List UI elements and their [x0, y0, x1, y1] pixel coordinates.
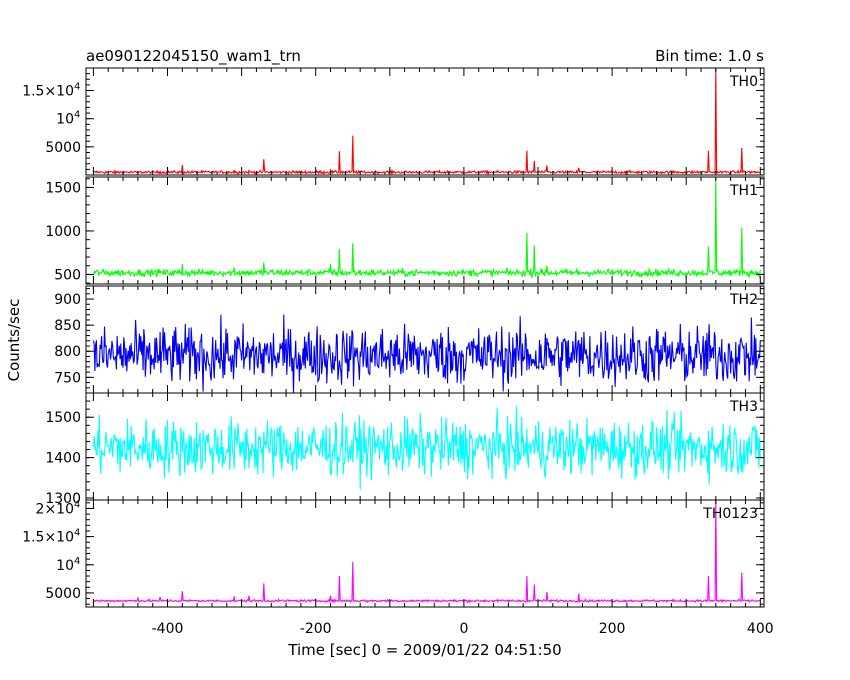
panel-label-th3: TH3: [729, 399, 758, 415]
y-tick-label: 850: [54, 318, 81, 334]
y-tick-label: 1300: [45, 491, 81, 507]
y-tick-label: 2×10: [36, 501, 74, 517]
y-tick-label: 1500: [45, 410, 81, 426]
bin-time-label: Bin time: 1.0 s: [655, 47, 764, 65]
x-tick-label: -400: [152, 621, 184, 637]
x-tick-label: 0: [459, 621, 468, 637]
panel-frame: [85, 67, 765, 176]
y-axis-label: Counts/sec: [5, 299, 23, 382]
series-line-th0123: [93, 500, 761, 604]
panel-frame: [85, 176, 765, 285]
series-line-th2: [92, 314, 761, 393]
x-axis: -400 -200 0 200 400: [152, 621, 774, 637]
x-tick-label: -200: [300, 621, 332, 637]
y-tick-label-exponent: 4: [74, 556, 80, 567]
series-line-th0: [93, 68, 761, 175]
y-tick-label: 1400: [45, 451, 81, 467]
y-tick-label: 1500: [45, 180, 81, 196]
y-tick-label: 1.5×10: [22, 530, 74, 546]
x-tick-label: 400: [747, 621, 774, 637]
y-tick-label: 10: [56, 112, 74, 128]
panel-label-th0: TH0: [729, 74, 758, 90]
panel-label-th2: TH2: [729, 292, 758, 308]
x-tick-label: 200: [599, 621, 626, 637]
panel-frame: [85, 499, 765, 608]
y-tick-label: 750: [54, 370, 81, 386]
y-tick-label: 900: [54, 292, 81, 308]
panel-th1: 500 1000 1500 TH1: [45, 176, 765, 285]
y-tick-label-exponent: 4: [74, 110, 80, 121]
panel-th3: 1300 1400 1500 TH3: [45, 392, 765, 507]
y-tick-label: 5000: [45, 586, 81, 602]
y-tick-label: 5000: [45, 140, 81, 156]
y-tick-label: 800: [54, 344, 81, 360]
panel-label-th0123: TH0123: [702, 506, 758, 522]
panel-th2: 750 800 850 900 TH2: [54, 285, 765, 394]
y-tick-label-exponent: 4: [74, 499, 80, 510]
y-tick-label: 10: [56, 558, 74, 574]
y-tick-label: 1000: [45, 224, 81, 240]
x-axis-label: Time [sec] 0 = 2009/01/22 04:51:50: [287, 641, 561, 659]
series-line-th1: [92, 177, 761, 279]
y-tick-label-exponent: 4: [74, 528, 80, 539]
panel-label-th1: TH1: [729, 183, 758, 199]
y-tick-label: 1.5×10: [22, 84, 74, 100]
series-line-th3: [92, 405, 761, 490]
chart-title: ae090122045150_wam1_trn: [86, 47, 301, 66]
y-tick-label-exponent: 4: [74, 82, 80, 93]
y-tick-label: 500: [54, 267, 81, 283]
